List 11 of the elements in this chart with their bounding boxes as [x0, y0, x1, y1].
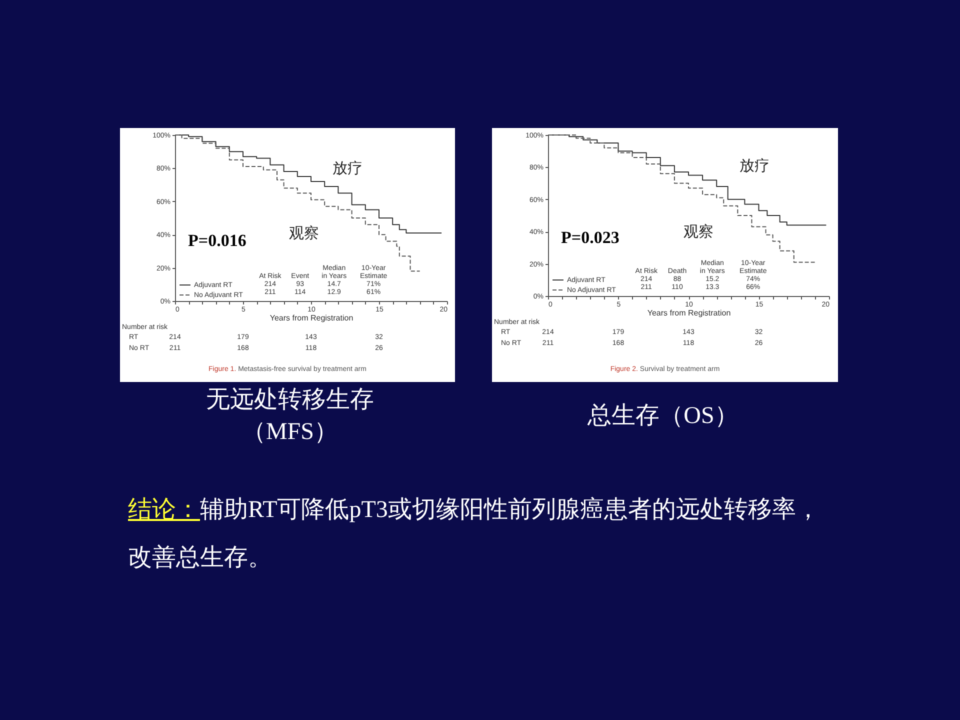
annotation: 放疗 [332, 160, 363, 178]
annotation: 观察 [683, 224, 714, 241]
annotation: 观察 [289, 224, 320, 242]
text: 无远处转移生存（MFS） [205, 386, 375, 447]
annotation: P=0.016 [188, 231, 246, 250]
annotation: 放疗 [740, 158, 770, 175]
text: 总生存（OS） [586, 402, 740, 431]
annotation: P=0.023 [561, 228, 620, 248]
x-axis-title: Years from Registration [270, 314, 354, 322]
text: 结论： [128, 497, 200, 523]
x-axis-title: Years from Registration [647, 308, 731, 318]
